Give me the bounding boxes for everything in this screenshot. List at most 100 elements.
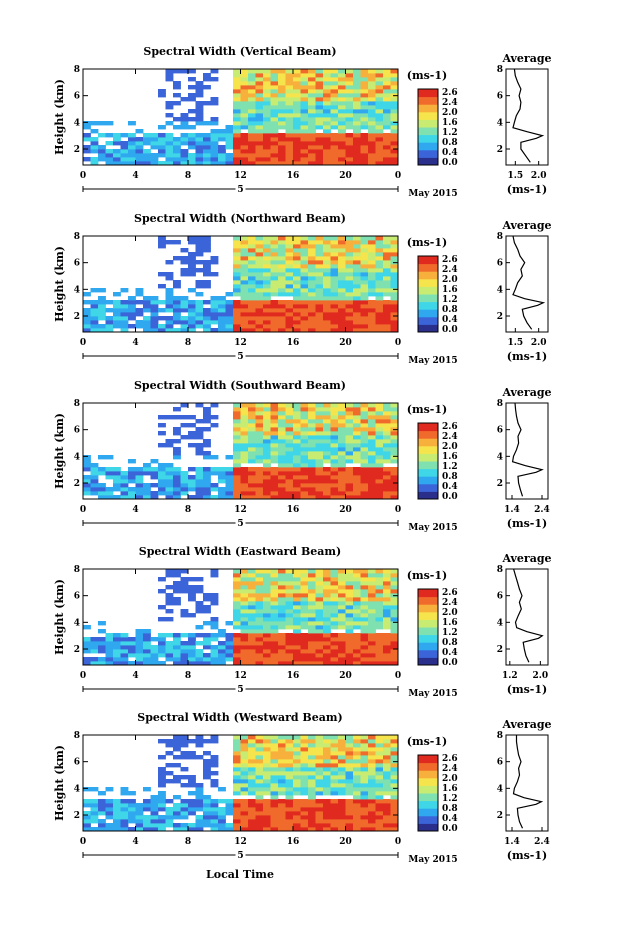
heatmap-cell — [315, 815, 324, 820]
heatmap-cell — [158, 141, 166, 146]
heatmap-cell — [285, 284, 294, 289]
heatmap-cell — [360, 312, 369, 317]
heatmap-cell — [390, 240, 399, 245]
heatmap-cell — [285, 569, 294, 574]
heatmap-cell — [285, 272, 294, 277]
heatmap-cell — [368, 791, 376, 796]
heatmap-cell — [315, 411, 324, 416]
heatmap-cell — [323, 145, 331, 150]
heatmap-cell — [383, 645, 391, 650]
heatmap-cell — [263, 300, 271, 305]
heatmap-cell — [285, 292, 294, 297]
heatmap-cell — [98, 637, 106, 642]
heatmap-cell — [285, 775, 294, 780]
heatmap-cell — [165, 300, 174, 305]
heatmap-cell — [345, 81, 354, 86]
heatmap-cell — [368, 759, 376, 764]
heatmap-cell — [188, 264, 196, 269]
heatmap-cell — [338, 240, 346, 245]
heatmap-cell — [218, 799, 226, 804]
heatmap-cell — [308, 657, 316, 662]
heatmap-cell — [368, 117, 376, 122]
heatmap-cell — [360, 117, 369, 122]
heatmap-cell — [278, 573, 286, 578]
heatmap-cell — [158, 633, 166, 638]
heatmap-cell — [270, 141, 279, 146]
heatmap-cell — [165, 443, 174, 448]
heatmap-cell — [165, 145, 174, 150]
heatmap-cell — [308, 495, 316, 500]
heatmap-cell — [390, 467, 399, 472]
heatmap-cell — [263, 815, 271, 820]
heatmap-cell — [270, 771, 279, 776]
heatmap-cell — [263, 97, 271, 102]
heatmap-cell — [338, 585, 346, 590]
heatmap-cell — [203, 621, 211, 626]
heatmap-cell — [383, 625, 391, 630]
heatmap-cell — [270, 145, 279, 150]
heatmap-cell — [390, 475, 399, 480]
heatmap-cell — [180, 661, 189, 666]
heatmap-cell — [263, 617, 271, 622]
heatmap-cell — [240, 260, 249, 265]
heatmap-cell — [248, 272, 256, 277]
heatmap-cell — [158, 93, 166, 98]
heatmap-cell — [98, 803, 106, 808]
heatmap-cell — [90, 121, 99, 126]
heatmap-cell — [195, 823, 204, 828]
colorbar-tick-label: 2.0 — [442, 774, 458, 784]
heatmap-cell — [375, 304, 384, 309]
heatmap-cell — [360, 316, 369, 321]
heatmap-cell — [353, 125, 361, 130]
heatmap-cell — [203, 320, 211, 325]
heatmap-cell — [240, 415, 249, 420]
heatmap-cell — [83, 645, 91, 650]
heatmap-cell — [225, 145, 234, 150]
heatmap-cell — [188, 633, 196, 638]
date-day-label: 5 — [237, 185, 243, 195]
heatmap-cell — [368, 328, 376, 333]
heatmap-cell — [203, 240, 211, 245]
heatmap-cell — [323, 308, 331, 313]
heatmap-cell — [135, 141, 144, 146]
heatmap-cell — [368, 487, 376, 492]
heatmap-cell — [390, 735, 399, 740]
heatmap-cell — [360, 77, 369, 82]
colorbar-swatch — [418, 271, 438, 280]
heatmap-cell — [375, 467, 384, 472]
heatmap-cell — [158, 145, 166, 150]
x-tick-label: 16 — [287, 338, 300, 348]
heatmap-cell — [158, 819, 166, 824]
heatmap-cell — [233, 621, 241, 626]
heatmap-cell — [143, 308, 151, 313]
heatmap-cell — [180, 304, 189, 309]
heatmap-cell — [113, 324, 121, 329]
heatmap-cell — [300, 479, 309, 484]
heatmap-cell — [368, 593, 376, 598]
heatmap-cell — [188, 483, 196, 488]
heatmap-cell — [143, 296, 151, 301]
heatmap-cell — [270, 791, 279, 796]
heatmap-cell — [195, 121, 204, 126]
heatmap-cell — [315, 799, 324, 804]
heatmap-cell — [353, 597, 361, 602]
heatmap-cell — [293, 252, 301, 257]
heatmap-cell — [375, 739, 384, 744]
heatmap-cell — [263, 81, 271, 86]
profile-line — [512, 735, 544, 829]
heatmap-cell — [308, 641, 316, 646]
heatmap-cell — [128, 312, 136, 317]
heatmap-cell — [323, 649, 331, 654]
heatmap-cell — [120, 149, 129, 154]
heatmap-cell — [270, 264, 279, 269]
colorbar-tick-label: 2.6 — [442, 588, 458, 598]
heatmap-cell — [173, 755, 181, 760]
heatmap-cell — [323, 248, 331, 253]
heatmap-cell — [278, 141, 286, 146]
heatmap-cell — [173, 117, 181, 122]
heatmap-cell — [248, 443, 256, 448]
heatmap-cell — [278, 605, 286, 610]
heatmap-cell — [315, 483, 324, 488]
heatmap-cell — [128, 316, 136, 321]
